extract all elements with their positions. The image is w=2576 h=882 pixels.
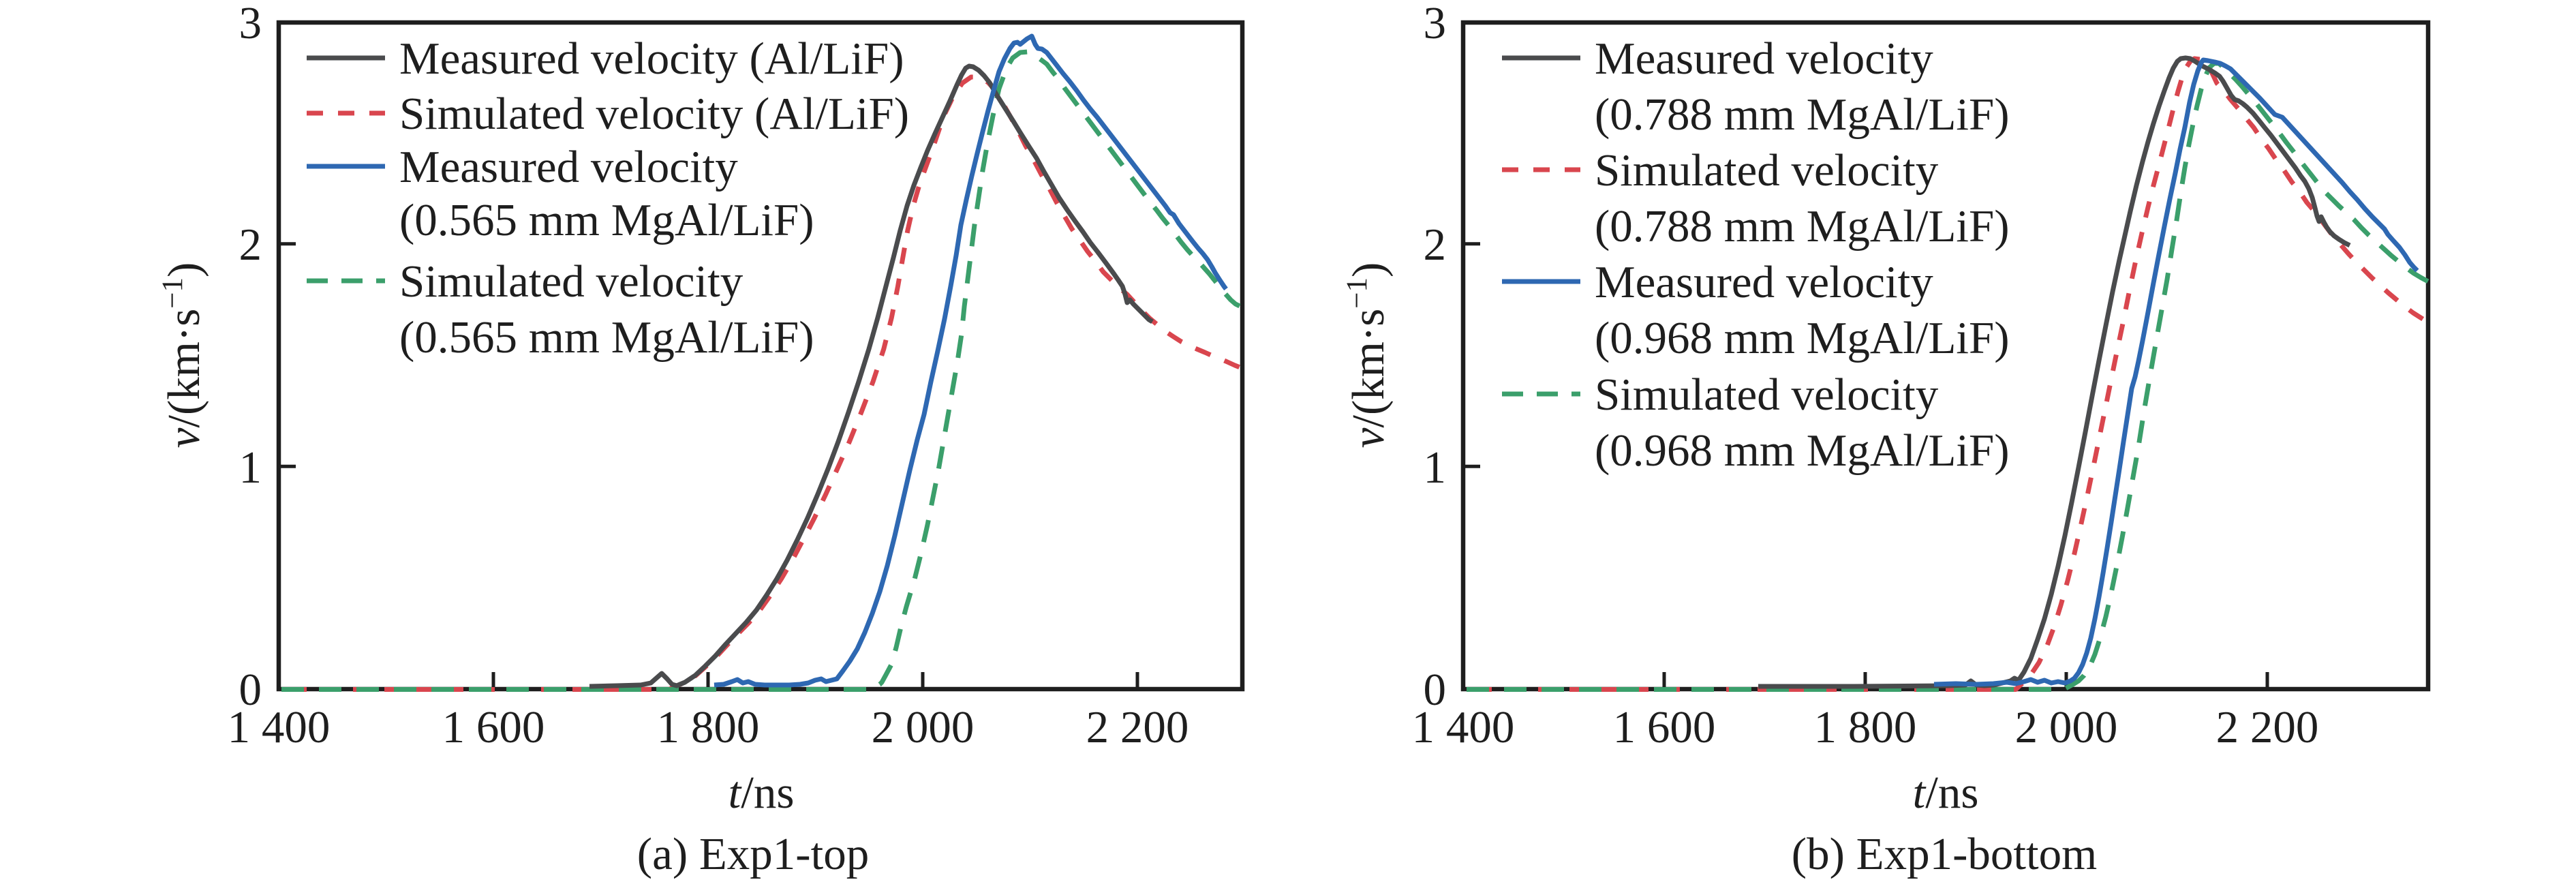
svg-text:1: 1 xyxy=(1424,442,1447,493)
svg-text:Simulated velocity (Al/LiF): Simulated velocity (Al/LiF) xyxy=(399,89,909,139)
svg-text:(a) Exp1-top: (a) Exp1-top xyxy=(637,829,869,879)
svg-text:1 600: 1 600 xyxy=(442,702,545,752)
svg-text:(b) Exp1-bottom: (b) Exp1-bottom xyxy=(1792,829,2097,879)
svg-text:2 200: 2 200 xyxy=(2216,702,2319,752)
svg-text:Measured velocity: Measured velocity xyxy=(1595,257,1933,307)
svg-text:(0.788 mm MgAl/LiF): (0.788 mm MgAl/LiF) xyxy=(1595,89,2010,140)
svg-text:Measured velocity: Measured velocity xyxy=(399,142,738,192)
svg-text:2 200: 2 200 xyxy=(1086,702,1189,752)
svg-text:(0.968 mm MgAl/LiF): (0.968 mm MgAl/LiF) xyxy=(1595,425,2010,476)
svg-text:1 800: 1 800 xyxy=(1814,702,1917,752)
svg-text:(0.565 mm MgAl/LiF): (0.565 mm MgAl/LiF) xyxy=(399,195,814,245)
svg-text:t/ns: t/ns xyxy=(729,767,795,818)
svg-text:1 600: 1 600 xyxy=(1613,702,1716,752)
svg-text:Simulated velocity: Simulated velocity xyxy=(1595,145,1939,196)
svg-text:0: 0 xyxy=(1424,665,1447,715)
svg-text:2 000: 2 000 xyxy=(2015,702,2118,752)
svg-text:Simulated velocity: Simulated velocity xyxy=(1595,369,1939,420)
svg-text:2: 2 xyxy=(1424,219,1447,270)
svg-text:1 800: 1 800 xyxy=(657,702,760,752)
svg-text:Measured velocity (Al/LiF): Measured velocity (Al/LiF) xyxy=(399,33,904,84)
svg-text:t/ns: t/ns xyxy=(1913,767,1979,818)
svg-text:3: 3 xyxy=(239,0,262,48)
svg-text:(0.968 mm MgAl/LiF): (0.968 mm MgAl/LiF) xyxy=(1595,313,2010,363)
svg-text:(0.788 mm MgAl/LiF): (0.788 mm MgAl/LiF) xyxy=(1595,201,2010,252)
svg-text:2 000: 2 000 xyxy=(872,702,975,752)
svg-text:3: 3 xyxy=(1424,0,1447,48)
svg-text:1 400: 1 400 xyxy=(1412,702,1515,752)
svg-text:1 400: 1 400 xyxy=(228,702,331,752)
svg-text:0: 0 xyxy=(239,665,262,715)
svg-text:2: 2 xyxy=(239,219,262,270)
svg-text:Simulated velocity: Simulated velocity xyxy=(399,256,743,307)
svg-text:(0.565 mm MgAl/LiF): (0.565 mm MgAl/LiF) xyxy=(399,312,814,363)
svg-text:1: 1 xyxy=(239,442,262,493)
svg-text:Measured velocity: Measured velocity xyxy=(1595,33,1933,84)
